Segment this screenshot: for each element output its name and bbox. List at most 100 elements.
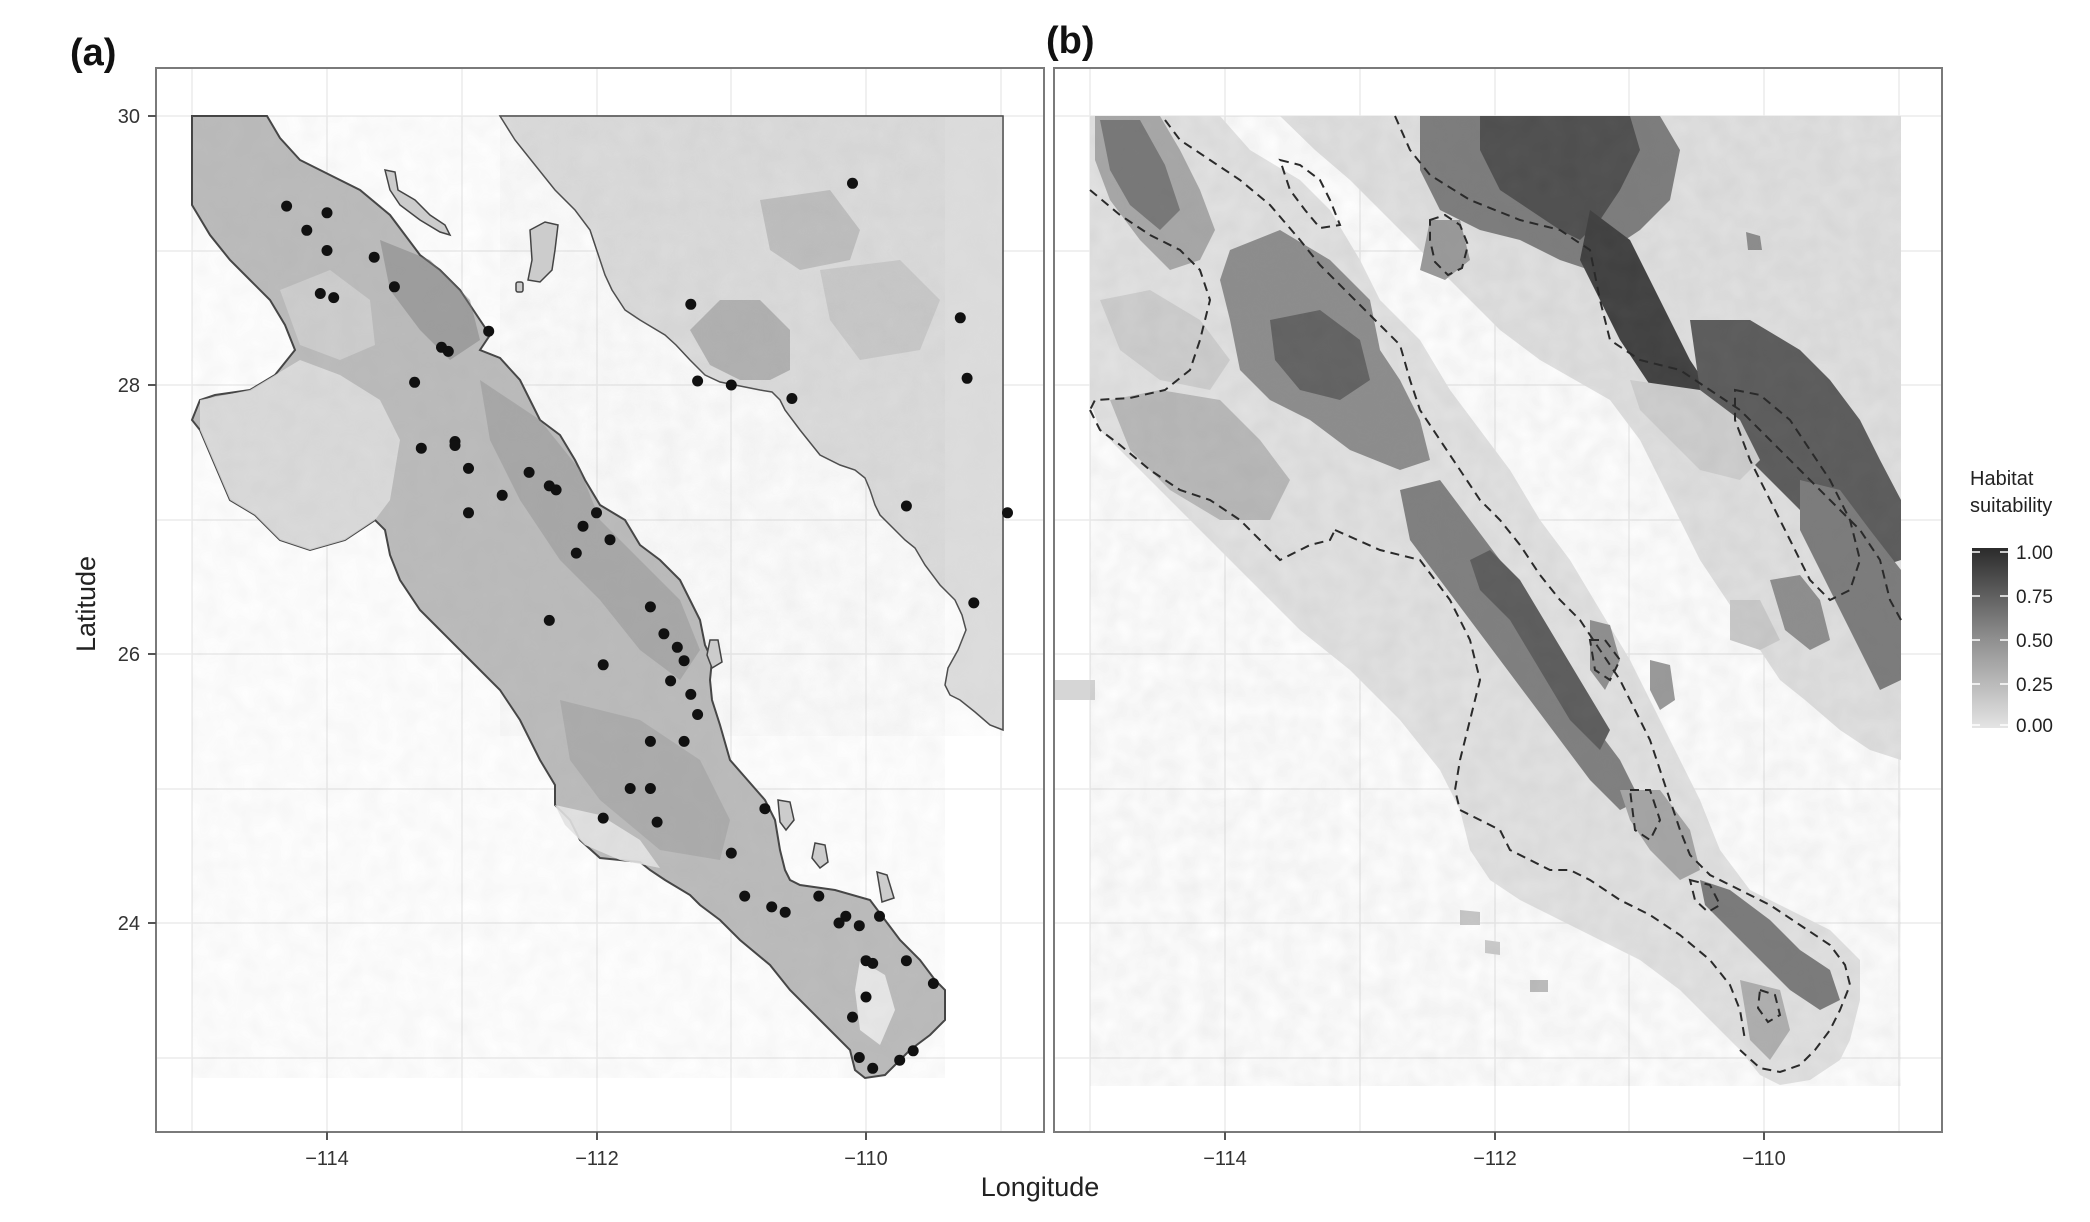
occurrence-point: [860, 991, 872, 1003]
panel-b-frame: [1053, 67, 1943, 1133]
x-tick-label-a-1: −114: [305, 1148, 349, 1170]
occurrence-point: [496, 489, 508, 501]
panel-a-frame: [155, 67, 1045, 1133]
occurrence-point: [449, 440, 461, 451]
occurrence-point: [874, 910, 885, 922]
legend-tick-1: 1.00: [2016, 543, 2053, 564]
occurrence-point: [523, 466, 535, 478]
y-axis-title: Latitude: [71, 556, 101, 652]
y-tick-label-1: 30: [118, 106, 140, 128]
occurrence-point: [894, 1054, 906, 1066]
occurrence-point: [597, 659, 609, 671]
occurrence-point: [759, 803, 771, 815]
occurrence-point: [847, 177, 858, 189]
occurrence-point: [766, 901, 778, 913]
occurrence-point: [678, 735, 690, 747]
x-tick-label-a-2: −112: [575, 1148, 619, 1170]
panel-a-islands: [383, 169, 895, 903]
occurrence-point: [671, 641, 683, 653]
occurrence-point: [442, 345, 454, 357]
occurrence-point: [368, 251, 380, 263]
occurrence-point: [321, 245, 333, 256]
occurrence-point: [409, 376, 421, 388]
occurrence-point: [550, 484, 562, 496]
occurrence-point: [1002, 507, 1013, 519]
y-axis-ticks: [148, 115, 156, 924]
occurrence-point: [604, 534, 616, 546]
occurrence-point: [685, 688, 697, 700]
y-tick-label-3: 26: [118, 644, 140, 666]
occurrence-point: [813, 890, 825, 902]
occurrence-point: [328, 292, 340, 304]
legend-colorbar: [1972, 548, 2008, 728]
habitat-suitability-legend: Habitat suitability 1.00 0.75 0.50 0.25 …: [1970, 468, 2053, 737]
panel-a-occurrence-points: [281, 177, 1013, 1074]
occurrence-point: [867, 957, 879, 969]
occurrence-point: [853, 1052, 865, 1063]
occurrence-point: [591, 507, 602, 519]
legend-title-line1: Habitat: [1970, 468, 2034, 490]
occurrence-point: [840, 910, 852, 922]
occurrence-point: [725, 379, 737, 391]
panel-b: [1053, 67, 1943, 1133]
occurrence-point: [907, 1045, 919, 1057]
occurrence-point: [900, 955, 912, 967]
occurrence-point: [463, 507, 474, 519]
legend-tick-4: 0.25: [2016, 675, 2053, 696]
x-axis-title: Longitude: [981, 1172, 1100, 1202]
occurrence-point: [968, 597, 980, 609]
y-tick-label-2: 28: [118, 375, 140, 397]
x-axis-ticks-b: [1224, 1132, 1765, 1140]
occurrence-point: [954, 312, 966, 324]
occurrence-point: [644, 783, 656, 794]
occurrence-point: [281, 200, 293, 212]
occurrence-point: [321, 207, 333, 219]
occurrence-point: [577, 520, 589, 532]
panel-a-label: (a): [70, 32, 116, 74]
occurrence-point: [570, 547, 582, 559]
occurrence-point: [961, 372, 973, 384]
panel-b-label: (b): [1046, 20, 1095, 62]
occurrence-point: [927, 978, 939, 989]
occurrence-point: [651, 816, 663, 828]
x-tick-label-a-3: −110: [844, 1148, 888, 1170]
y-tick-label-4: 24: [118, 913, 140, 935]
occurrence-point: [658, 628, 670, 640]
x-tick-label-b-2: −112: [1473, 1148, 1517, 1170]
occurrence-point: [644, 735, 656, 747]
x-tick-label-b-3: −110: [1742, 1148, 1786, 1170]
panel-b-coastline-outline: [1089, 115, 1902, 1074]
occurrence-point: [867, 1062, 879, 1074]
occurrence-point: [847, 1011, 858, 1023]
legend-title-line2: suitability: [1970, 495, 2052, 517]
occurrence-point: [725, 847, 737, 859]
occurrence-point: [644, 601, 656, 613]
occurrence-point: [314, 288, 326, 299]
occurrence-point: [415, 442, 427, 454]
occurrence-point: [624, 783, 636, 794]
occurrence-point: [900, 500, 912, 512]
legend-tick-2: 0.75: [2016, 587, 2053, 608]
occurrence-point: [786, 393, 798, 404]
x-axis-ticks-a: [326, 1132, 867, 1140]
occurrence-point: [388, 281, 400, 293]
occurrence-point: [597, 812, 609, 824]
x-tick-label-b-1: −114: [1203, 1148, 1247, 1170]
panel-a: [155, 67, 1045, 1133]
occurrence-point: [543, 614, 555, 626]
occurrence-point: [463, 462, 474, 474]
occurrence-point: [692, 709, 704, 720]
occurrence-point: [483, 325, 495, 337]
occurrence-point: [301, 224, 313, 236]
occurrence-point: [665, 675, 677, 687]
occurrence-point: [739, 890, 751, 902]
occurrence-point: [833, 917, 845, 929]
occurrence-point: [678, 655, 690, 667]
occurrence-point: [853, 920, 865, 932]
occurrence-point: [685, 298, 697, 310]
legend-tick-5: 0.00: [2016, 716, 2053, 737]
occurrence-point: [779, 906, 791, 918]
legend-tick-3: 0.50: [2016, 631, 2053, 652]
panel-b-suitability-surface: [1054, 116, 1901, 1086]
